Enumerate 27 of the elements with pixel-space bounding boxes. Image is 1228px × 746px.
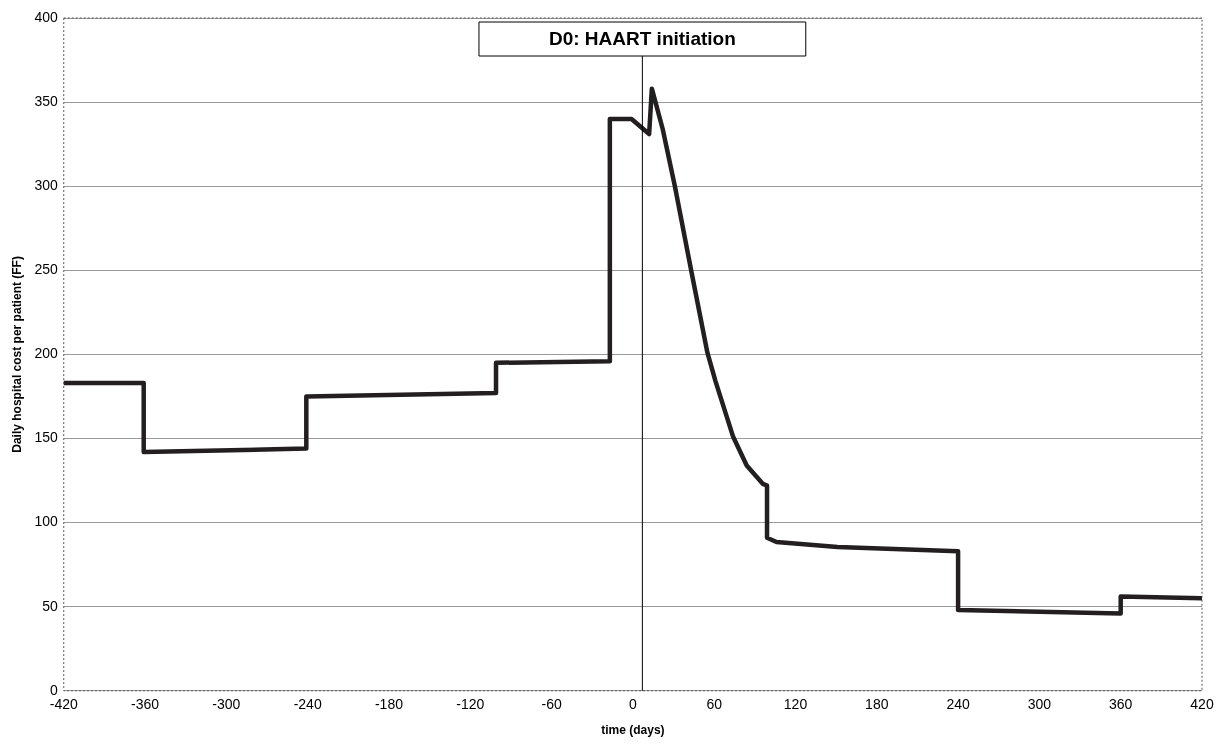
x-tick-label: 0 bbox=[628, 696, 637, 713]
x-tick-label: -60 bbox=[541, 696, 562, 713]
x-tick-label: -240 bbox=[293, 696, 322, 713]
x-tick-label: -420 bbox=[49, 696, 78, 713]
y-tick-label: 150 bbox=[34, 429, 58, 446]
x-axis-title: time (days) bbox=[601, 723, 665, 738]
y-tick-label: 50 bbox=[42, 597, 58, 614]
x-tick-label: 120 bbox=[783, 696, 808, 713]
x-tick-label: 300 bbox=[1027, 696, 1052, 713]
x-tick-label: 240 bbox=[946, 696, 970, 713]
x-tick-label: -120 bbox=[456, 696, 485, 713]
y-tick-label: 100 bbox=[34, 513, 58, 530]
x-tick-label: 420 bbox=[1190, 696, 1214, 713]
y-tick-label: 200 bbox=[34, 345, 58, 362]
x-tick-label: 360 bbox=[1109, 696, 1133, 713]
y-tick-label: 250 bbox=[34, 261, 58, 278]
y-tick-label: 400 bbox=[34, 8, 58, 25]
x-tick-label: 60 bbox=[706, 696, 723, 713]
y-tick-label: 300 bbox=[34, 177, 58, 194]
x-tick-label: -360 bbox=[131, 696, 160, 713]
x-tick-label: 180 bbox=[865, 696, 889, 713]
y-tick-label: 0 bbox=[49, 681, 58, 698]
y-axis-title: Daily hospital cost per patient (FF) bbox=[9, 256, 24, 453]
ref-line-label: D0: HAART initiation bbox=[548, 28, 736, 50]
x-tick-label: -300 bbox=[212, 696, 241, 713]
y-tick-label: 350 bbox=[34, 92, 58, 109]
x-tick-label: -180 bbox=[374, 696, 404, 713]
